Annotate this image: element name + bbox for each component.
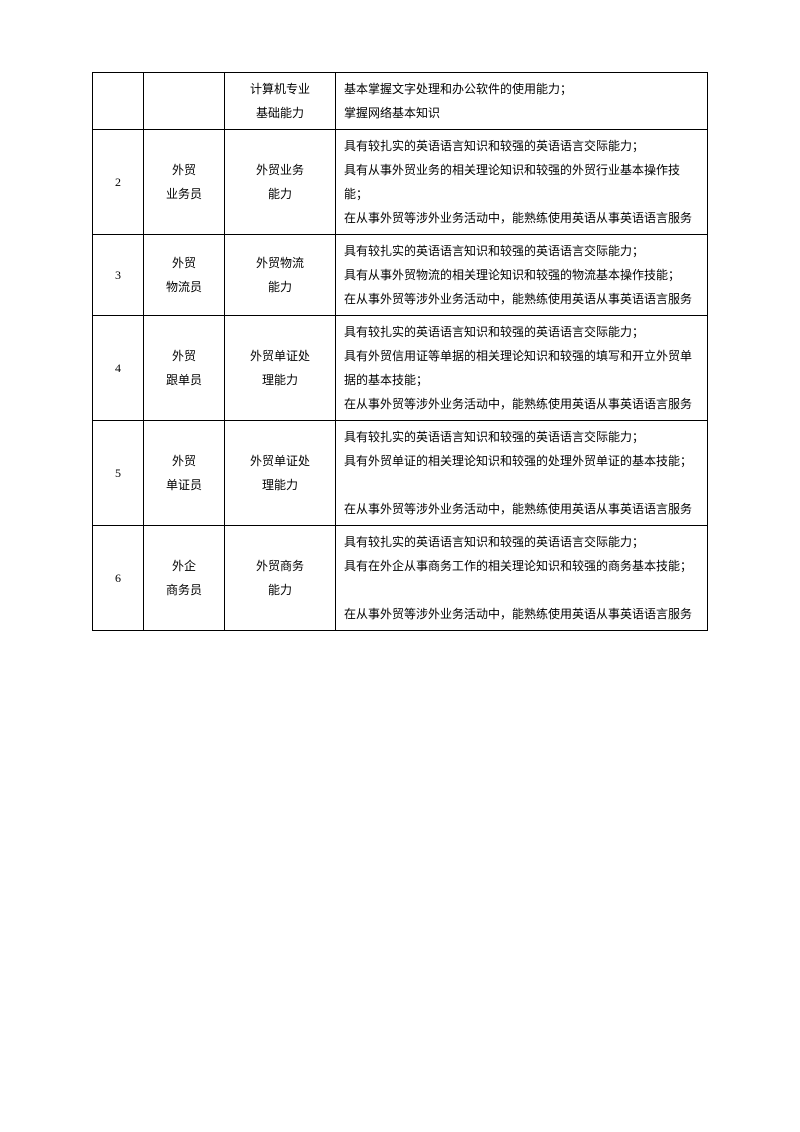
- cell-number: 4: [93, 316, 144, 421]
- cell-number: 3: [93, 235, 144, 316]
- skill-lines: 外贸单证处理能力: [231, 449, 329, 497]
- cell-skill: 外贸单证处理能力: [225, 316, 336, 421]
- desc-line: 具有在外企从事商务工作的相关理论知识和较强的商务基本技能；: [344, 554, 701, 578]
- table-body: 计算机专业基础能力基本掌握文字处理和办公软件的使用能力；掌握网络基本知识2外贸业…: [93, 73, 708, 631]
- cell-description: 具有较扎实的英语语言知识和较强的英语语言交际能力；具有从事外贸业务的相关理论知识…: [336, 130, 708, 235]
- desc-line: 具有较扎实的英语语言知识和较强的英语语言交际能力；: [344, 239, 701, 263]
- skill-line: 能力: [268, 275, 292, 299]
- skill-lines: 外贸单证处理能力: [231, 344, 329, 392]
- cell-role: [144, 73, 225, 130]
- skills-table: 计算机专业基础能力基本掌握文字处理和办公软件的使用能力；掌握网络基本知识2外贸业…: [92, 72, 708, 631]
- desc-line: 在从事外贸等涉外业务活动中，能熟练使用英语从事英语语言服务: [344, 392, 701, 416]
- desc-line: 具有较扎实的英语语言知识和较强的英语语言交际能力；: [344, 425, 701, 449]
- desc-line: 掌握网络基本知识: [344, 101, 701, 125]
- table-row: 3外贸物流员外贸物流能力具有较扎实的英语语言知识和较强的英语语言交际能力；具有从…: [93, 235, 708, 316]
- cell-skill: 外贸物流能力: [225, 235, 336, 316]
- role-lines: 外贸单证员: [150, 449, 218, 497]
- role-line: 外贸: [172, 344, 196, 368]
- cell-skill: 外贸单证处理能力: [225, 421, 336, 526]
- cell-description: 具有较扎实的英语语言知识和较强的英语语言交际能力；具有外贸信用证等单据的相关理论…: [336, 316, 708, 421]
- desc-line: 具有外贸单证的相关理论知识和较强的处理外贸单证的基本技能；: [344, 449, 701, 473]
- skill-lines: 计算机专业基础能力: [231, 77, 329, 125]
- desc-line: 具有从事外贸业务的相关理论知识和较强的外贸行业基本操作技能；: [344, 158, 701, 206]
- role-line: 单证员: [166, 473, 202, 497]
- desc-line: 具有较扎实的英语语言知识和较强的英语语言交际能力；: [344, 320, 701, 344]
- desc-line: [344, 578, 701, 602]
- document-page: 计算机专业基础能力基本掌握文字处理和办公软件的使用能力；掌握网络基本知识2外贸业…: [0, 0, 800, 1132]
- role-line: 商务员: [166, 578, 202, 602]
- cell-role: 外企商务员: [144, 526, 225, 631]
- role-lines: 外贸业务员: [150, 158, 218, 206]
- role-line: 外贸: [172, 449, 196, 473]
- cell-skill: 外贸业务能力: [225, 130, 336, 235]
- role-line: 外企: [172, 554, 196, 578]
- role-line: 业务员: [166, 182, 202, 206]
- cell-role: 外贸跟单员: [144, 316, 225, 421]
- role-line: 跟单员: [166, 368, 202, 392]
- skill-lines: 外贸商务能力: [231, 554, 329, 602]
- table-row: 计算机专业基础能力基本掌握文字处理和办公软件的使用能力；掌握网络基本知识: [93, 73, 708, 130]
- role-lines: 外贸物流员: [150, 251, 218, 299]
- cell-description: 具有较扎实的英语语言知识和较强的英语语言交际能力；具有在外企从事商务工作的相关理…: [336, 526, 708, 631]
- skill-line: 理能力: [262, 368, 298, 392]
- cell-number: 5: [93, 421, 144, 526]
- cell-number: 6: [93, 526, 144, 631]
- desc-line: 在从事外贸等涉外业务活动中，能熟练使用英语从事英语语言服务: [344, 497, 701, 521]
- table-row: 5外贸单证员外贸单证处理能力具有较扎实的英语语言知识和较强的英语语言交际能力；具…: [93, 421, 708, 526]
- skill-lines: 外贸业务能力: [231, 158, 329, 206]
- cell-role: 外贸业务员: [144, 130, 225, 235]
- role-lines: 外贸跟单员: [150, 344, 218, 392]
- skill-line: 能力: [268, 578, 292, 602]
- skill-line: 基础能力: [256, 101, 304, 125]
- skill-line: 外贸单证处: [250, 344, 310, 368]
- role-line: 外贸: [172, 251, 196, 275]
- table-row: 2外贸业务员外贸业务能力具有较扎实的英语语言知识和较强的英语语言交际能力；具有从…: [93, 130, 708, 235]
- role-line: 外贸: [172, 158, 196, 182]
- cell-number: [93, 73, 144, 130]
- role-line: 物流员: [166, 275, 202, 299]
- skill-line: 外贸单证处: [250, 449, 310, 473]
- role-lines: 外企商务员: [150, 554, 218, 602]
- cell-number: 2: [93, 130, 144, 235]
- cell-skill: 外贸商务能力: [225, 526, 336, 631]
- cell-description: 具有较扎实的英语语言知识和较强的英语语言交际能力；具有外贸单证的相关理论知识和较…: [336, 421, 708, 526]
- skill-line: 理能力: [262, 473, 298, 497]
- desc-line: 基本掌握文字处理和办公软件的使用能力；: [344, 77, 701, 101]
- skill-line: 计算机专业: [250, 77, 310, 101]
- desc-line: 具有较扎实的英语语言知识和较强的英语语言交际能力；: [344, 530, 701, 554]
- cell-role: 外贸单证员: [144, 421, 225, 526]
- skill-line: 外贸业务: [256, 158, 304, 182]
- desc-line: 具有较扎实的英语语言知识和较强的英语语言交际能力；: [344, 134, 701, 158]
- desc-line: 在从事外贸等涉外业务活动中，能熟练使用英语从事英语语言服务: [344, 602, 701, 626]
- cell-description: 具有较扎实的英语语言知识和较强的英语语言交际能力；具有从事外贸物流的相关理论知识…: [336, 235, 708, 316]
- skill-line: 能力: [268, 182, 292, 206]
- skill-lines: 外贸物流能力: [231, 251, 329, 299]
- cell-description: 基本掌握文字处理和办公软件的使用能力；掌握网络基本知识: [336, 73, 708, 130]
- skill-line: 外贸商务: [256, 554, 304, 578]
- cell-role: 外贸物流员: [144, 235, 225, 316]
- desc-line: 具有从事外贸物流的相关理论知识和较强的物流基本操作技能；: [344, 263, 701, 287]
- table-row: 4外贸跟单员外贸单证处理能力具有较扎实的英语语言知识和较强的英语语言交际能力；具…: [93, 316, 708, 421]
- skill-line: 外贸物流: [256, 251, 304, 275]
- desc-line: 在从事外贸等涉外业务活动中，能熟练使用英语从事英语语言服务: [344, 206, 701, 230]
- table-row: 6外企商务员外贸商务能力具有较扎实的英语语言知识和较强的英语语言交际能力；具有在…: [93, 526, 708, 631]
- cell-skill: 计算机专业基础能力: [225, 73, 336, 130]
- desc-line: 在从事外贸等涉外业务活动中，能熟练使用英语从事英语语言服务: [344, 287, 701, 311]
- desc-line: 具有外贸信用证等单据的相关理论知识和较强的填写和开立外贸单据的基本技能；: [344, 344, 701, 392]
- desc-line: [344, 473, 701, 497]
